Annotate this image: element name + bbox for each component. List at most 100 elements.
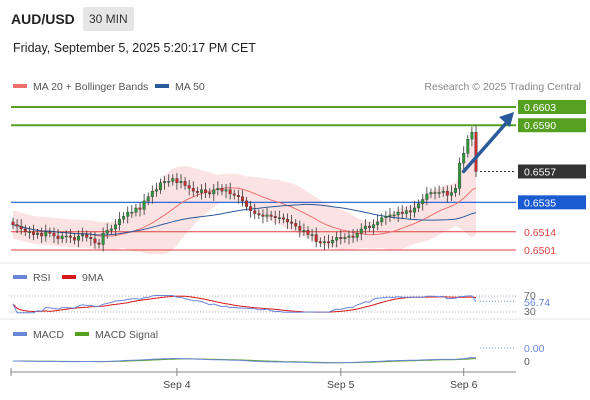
candle-body — [19, 225, 23, 230]
candle-body — [458, 162, 462, 189]
arrow-head — [499, 112, 514, 128]
candle-body — [200, 189, 203, 193]
rsi-level-low: 30 — [524, 306, 536, 318]
candle-body — [187, 185, 191, 189]
rsi-ma-legend-swatch — [62, 275, 76, 279]
macd-zero: 0 — [524, 356, 530, 368]
candle-body — [175, 178, 179, 183]
candle-body — [335, 237, 339, 241]
candle-body — [89, 237, 93, 239]
bollinger-bands — [13, 141, 476, 255]
candle-body — [240, 196, 244, 202]
rsi-line — [12, 294, 477, 314]
candle-body — [388, 214, 392, 217]
candle-body — [11, 221, 15, 225]
candle-body — [298, 225, 302, 231]
candle-body — [142, 200, 146, 210]
candle-body — [72, 237, 76, 241]
candle-body — [470, 132, 474, 140]
rsi-legend-label: RSI — [33, 272, 51, 284]
level-resistance-1-label: 0.6590 — [524, 120, 556, 132]
candle-body — [318, 241, 322, 244]
candle-body — [171, 178, 175, 182]
candle-body — [433, 192, 437, 194]
macd-legend-label: MACD — [33, 329, 64, 341]
candle-body — [159, 182, 162, 190]
ma20-legend-swatch — [13, 84, 27, 88]
macd-signal-legend-label: MACD Signal — [95, 329, 158, 341]
macd-signal-legend-swatch — [75, 332, 89, 336]
timeframe-badge[interactable]: 30 MIN — [83, 7, 134, 31]
candle-body — [109, 228, 113, 231]
candle-body — [367, 225, 371, 228]
level-pivot-3-tag — [518, 195, 586, 210]
candle-body — [15, 224, 19, 227]
candle-body — [23, 228, 27, 232]
level-last-price-2-tag — [518, 164, 586, 179]
candle-body — [85, 234, 89, 238]
candle-body — [372, 224, 376, 228]
rsi-ma-line — [12, 295, 477, 313]
candle-body — [302, 230, 306, 232]
candle-body — [44, 231, 48, 237]
rsi-value: 56.74 — [524, 297, 550, 309]
candle-body — [101, 232, 105, 245]
candle-body — [392, 214, 396, 217]
x-tick-label: Sep 4 — [163, 379, 191, 391]
candle-body — [228, 189, 232, 195]
rsi-level-high: 70 — [524, 290, 536, 302]
candle-body — [138, 207, 142, 210]
candle-body — [146, 196, 150, 202]
candle-body — [249, 206, 253, 211]
candle-body — [437, 192, 441, 194]
macd-value: 0.00 — [524, 343, 545, 355]
level-support-4-label: 0.6514 — [524, 227, 556, 239]
macd-legend-swatch — [13, 332, 27, 336]
ma50-legend-swatch — [155, 84, 169, 88]
candle-body — [400, 211, 404, 214]
candle-body — [273, 216, 277, 218]
level-resistance-0-label: 0.6603 — [524, 102, 556, 114]
candle-body — [466, 139, 470, 154]
candle-body — [355, 232, 359, 238]
candle-body — [306, 230, 310, 235]
candle-body — [376, 221, 380, 225]
candle-body — [257, 213, 261, 216]
candle-body — [331, 239, 335, 244]
candle-body — [216, 188, 220, 190]
candle-body — [68, 235, 72, 238]
candle-body — [396, 211, 400, 216]
candle-body — [327, 241, 330, 244]
candle-body — [404, 210, 408, 214]
candle-body — [462, 153, 466, 164]
candle-body — [208, 192, 212, 195]
candle-body — [122, 216, 126, 220]
candle-body — [52, 232, 56, 237]
candle-body — [118, 218, 122, 225]
candle-body — [454, 188, 457, 193]
candle-body — [347, 235, 351, 238]
candle-body — [130, 211, 134, 214]
candle-body — [269, 214, 273, 217]
ma50-line — [12, 203, 477, 236]
candle-body — [359, 228, 363, 234]
macd-line — [13, 357, 477, 364]
level-last-price-2-label: 0.6557 — [524, 166, 556, 178]
candle-body — [413, 207, 417, 213]
symbol-title: AUD/USD — [11, 11, 75, 27]
candle-body — [27, 231, 31, 233]
candle-body — [191, 188, 195, 192]
candle-body — [167, 181, 171, 183]
candle-body — [294, 223, 298, 227]
candle-body — [150, 190, 154, 197]
candle-body — [212, 189, 216, 195]
candle-body — [32, 231, 35, 235]
candle-body — [253, 210, 257, 214]
level-support-5-label: 0.6501 — [524, 245, 556, 257]
candle-body — [154, 189, 158, 192]
candle-body — [40, 232, 44, 237]
arrow-shaft — [461, 119, 510, 174]
rsi-lines — [11, 294, 516, 314]
x-axis-ticks: Sep 4 Sep 5 Sep 6 — [10, 368, 478, 391]
